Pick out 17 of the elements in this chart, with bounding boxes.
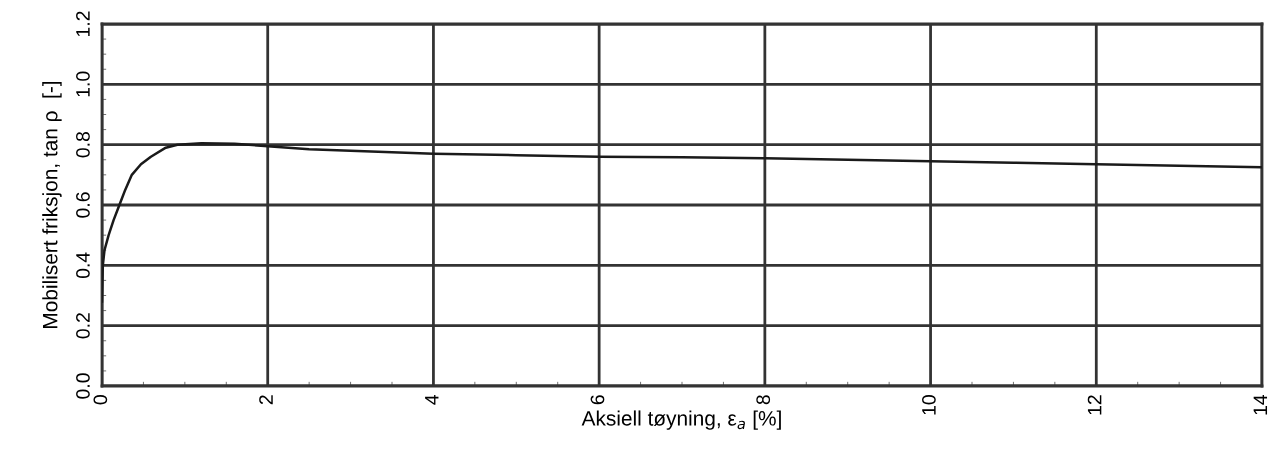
x-tick-label: 12: [1087, 395, 1102, 415]
y-tick-label: 0.0: [76, 373, 90, 399]
y-axis-title: Mobilisert friksjon, tan ρ [-]: [42, 81, 62, 328]
y-tick-label: 1.2: [76, 11, 90, 37]
x-tick-label: 0: [93, 395, 108, 405]
x-tick-label: 8: [756, 395, 771, 405]
y-tick-label: 1.0: [76, 71, 90, 97]
y-tick-label: 0.8: [76, 132, 90, 158]
y-tick-label: 0.2: [76, 313, 90, 339]
x-tick-label: 4: [425, 394, 439, 405]
x-tick-label: 6: [590, 395, 605, 405]
x-axis-title: Aksiell tøyning, ε$_{a}$ [%]: [581, 410, 781, 430]
y-tick-label: 0.4: [76, 252, 90, 279]
x-tick-label: 10: [922, 395, 936, 415]
x-tick-label: 2: [259, 395, 273, 405]
x-tick-label: 14: [1253, 394, 1268, 415]
y-tick-label: 0.6: [76, 192, 90, 218]
